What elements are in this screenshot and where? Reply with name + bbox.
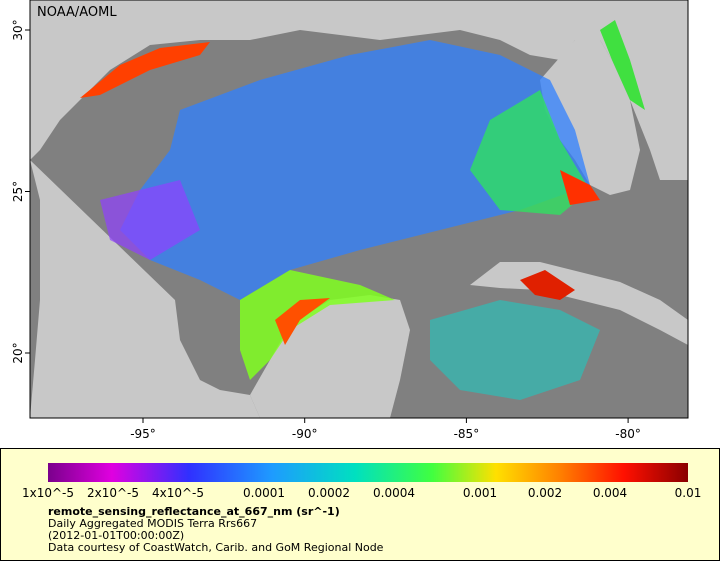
y-ticks: 30° 25° 20° <box>11 19 30 364</box>
colorbar-tick-label: 0.004 <box>593 486 627 500</box>
sst-caribbean <box>430 300 600 400</box>
sst-coast-tx <box>80 42 210 98</box>
colorbar-tick-label: 0.001 <box>463 486 497 500</box>
credit: NOAA/AOML <box>37 5 117 20</box>
colorbar <box>48 463 688 482</box>
caption-line: Data courtesy of CoastWatch, Carib. and … <box>48 541 384 554</box>
colorbar-tick-label: 0.0004 <box>373 486 415 500</box>
y-tick-label: 20° <box>11 342 25 363</box>
colorbar-tick-label: 2x10^-5 <box>87 486 139 500</box>
sst-central <box>120 40 590 300</box>
land-north <box>30 0 688 180</box>
sst-campeche-coast <box>275 298 330 345</box>
sst-cuba-coast <box>520 270 575 300</box>
colorbar-tick-label: 1x10^-5 <box>22 486 74 500</box>
x-tick-label: -85° <box>454 427 480 441</box>
sst-east-florida <box>600 20 645 110</box>
y-tick-label: 25° <box>11 181 25 202</box>
x-tick-label: -90° <box>292 427 318 441</box>
caption-line: (2012-01-01T00:00:00Z) <box>48 529 184 542</box>
mexico <box>30 160 260 418</box>
colorbar-tick-label: 0.0002 <box>308 486 350 500</box>
sst-florida-bay <box>560 170 600 205</box>
y-tick-label: 30° <box>11 19 25 40</box>
colorbar-tick-label: 4x10^-5 <box>152 486 204 500</box>
map <box>30 0 688 418</box>
map-frame <box>29 0 689 419</box>
florida <box>540 40 640 195</box>
colorbar-tick-label: 0.0001 <box>243 486 285 500</box>
colorbar-tick-label: 0.01 <box>675 486 702 500</box>
sst-west-gulf <box>100 180 200 260</box>
caption-title: remote_sensing_reflectance_at_667_nm (sr… <box>48 505 340 518</box>
x-ticks: -95° -90° -85° -80° <box>130 418 641 441</box>
x-tick-label: -95° <box>130 427 156 441</box>
caption-line: Daily Aggregated MODIS Terra Rrs667 <box>48 517 257 530</box>
x-tick-label: -80° <box>615 427 641 441</box>
sst-west-florida <box>470 90 590 215</box>
sst-campeche <box>240 270 395 380</box>
colorbar-ticks: 1x10^-5 2x10^-5 4x10^-5 0.0001 0.0002 0.0004 0… <box>22 486 701 500</box>
colorbar-tick-label: 0.002 <box>528 486 562 500</box>
